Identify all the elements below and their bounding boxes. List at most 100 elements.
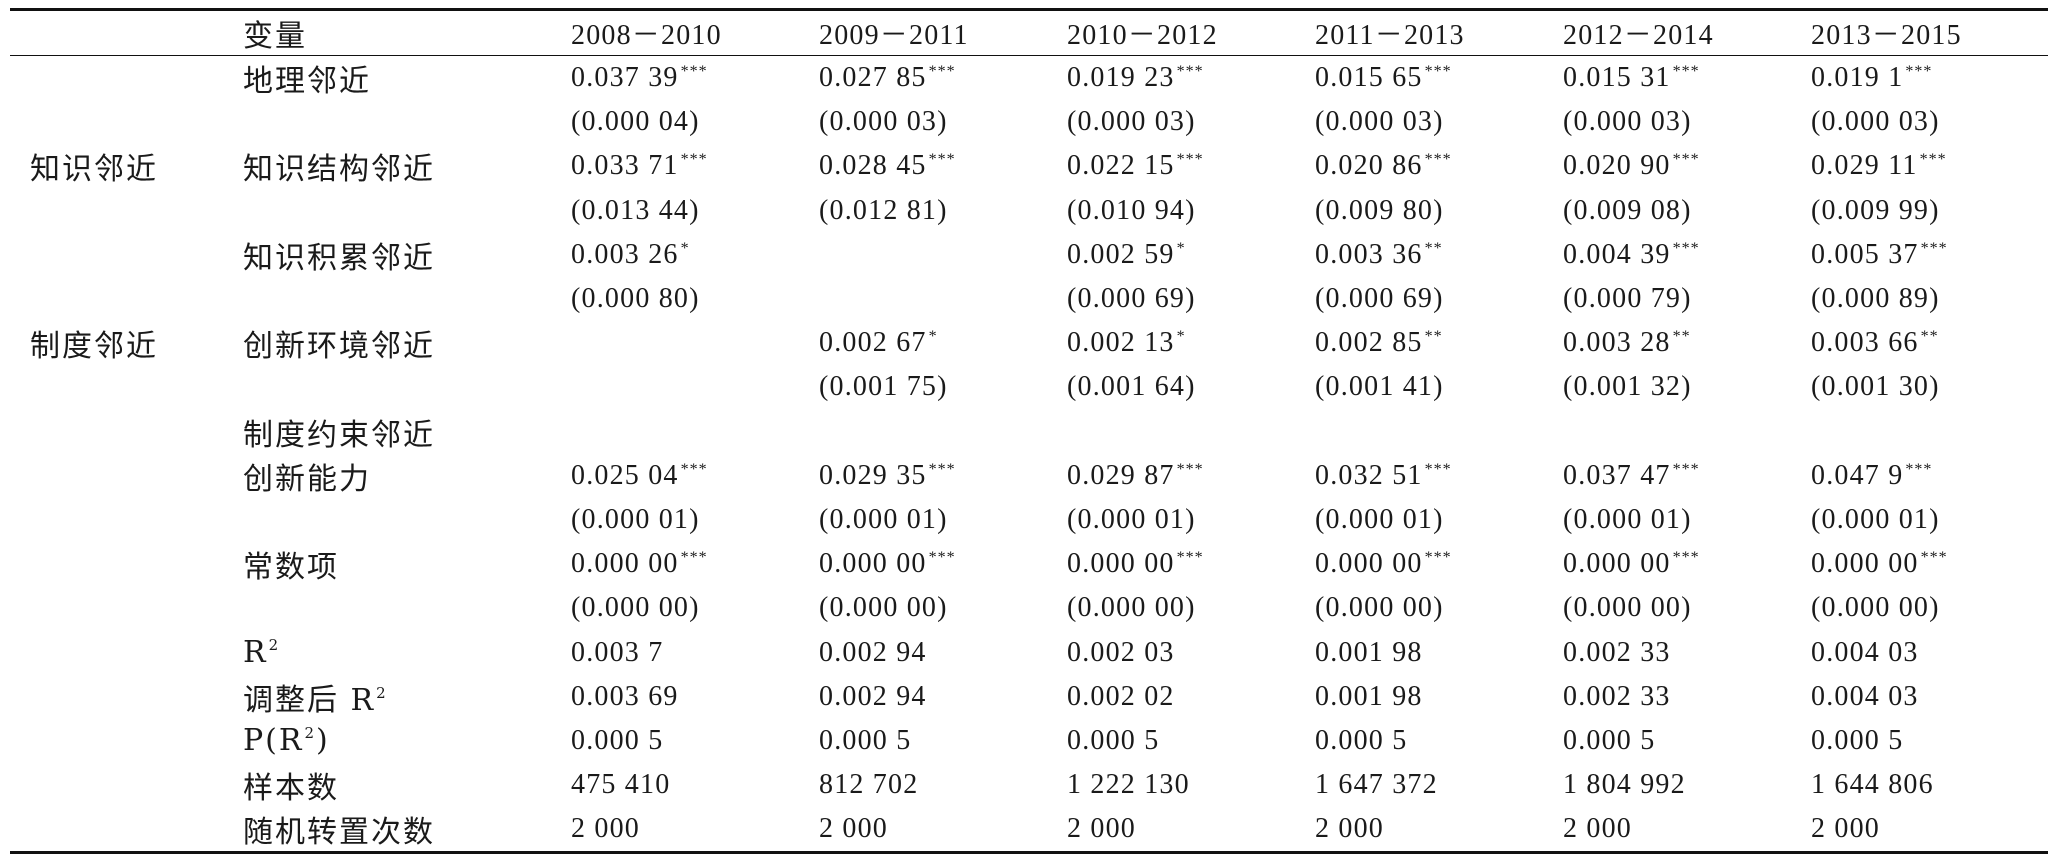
- standard-error-cell: (0.000 69): [1315, 277, 1563, 321]
- table-row: 知识积累邻近 0.003 26 * 0.002 59 * 0.003 36 ** 0.004 …: [10, 233, 2048, 277]
- cell-value: (0.000 00): [1811, 592, 1940, 624]
- table-row: 地理邻近 0.037 39 *** 0.027 85 *** 0.019 23 *** 0.0…: [10, 56, 2048, 101]
- cell-value: 0.029 87: [1067, 459, 1175, 491]
- significance-stars: *: [1176, 328, 1186, 346]
- cell-value: (0.000 69): [1067, 283, 1196, 315]
- cell-value: 0.037 47: [1563, 459, 1671, 491]
- header-group-blank: [10, 10, 243, 56]
- significance-stars: *: [680, 239, 690, 257]
- significance-stars: ***: [1176, 549, 1204, 567]
- cell-value: (0.000 03): [1067, 106, 1196, 138]
- coefficient-cell: 0.033 71 ***: [571, 144, 819, 188]
- coefficient-cell: 0.002 59 *: [1067, 233, 1315, 277]
- standard-error-cell: (0.000 01): [571, 498, 819, 542]
- coefficient-cell: 0.019 23 ***: [1067, 56, 1315, 101]
- stat-value-cell: 0.004 03: [1811, 680, 1919, 712]
- row-variable-label: [243, 365, 571, 409]
- row-group-label: 知识邻近: [30, 152, 158, 188]
- stat-value-cell: 2 000: [819, 813, 888, 845]
- cell-value: (0.001 41): [1315, 371, 1444, 403]
- coefficient-cell: [571, 410, 819, 454]
- significance-stars: ***: [1424, 549, 1452, 567]
- cell-value: (0.000 79): [1563, 283, 1692, 315]
- cell-value: (0.000 01): [1811, 503, 1940, 535]
- cell-value: 0.032 51: [1315, 459, 1423, 491]
- coefficient-cell: 0.002 67 *: [819, 321, 1067, 365]
- significance-stars: ***: [1919, 151, 1947, 169]
- table-header: 变量 2008－2010 2009－2011 2010－2012 2011－20…: [10, 9, 2048, 56]
- header-row: 变量 2008－2010 2009－2011 2010－2012 2011－20…: [10, 9, 2048, 56]
- stat-label: 调整后 R2: [243, 675, 571, 719]
- significance-stars: ***: [1672, 151, 1700, 169]
- cell-value: 0.003 36: [1315, 238, 1423, 270]
- coefficient-cell: 0.037 39 ***: [571, 56, 819, 101]
- coefficient-cell: 0.029 87 ***: [1067, 454, 1315, 498]
- cell-value: 0.019 1: [1811, 62, 1904, 94]
- cell-value: (0.000 01): [819, 503, 948, 535]
- regression-table-container: 变量 2008－2010 2009－2011 2010－2012 2011－20…: [10, 8, 2048, 854]
- cell-value: 0.003 26: [571, 238, 679, 270]
- standard-error-cell: (0.000 01): [1067, 498, 1315, 542]
- stat-value-cell: 1 804 992: [1563, 769, 1686, 801]
- stat-value-cell: 0.003 7: [571, 636, 664, 668]
- header-year-2: 2009－2011: [819, 20, 969, 51]
- stat-label-superscript: 2: [268, 636, 281, 655]
- coefficient-cell: 0.003 36 **: [1315, 233, 1563, 277]
- significance-stars: ***: [1176, 151, 1204, 169]
- cell-value: (0.000 69): [1315, 283, 1444, 315]
- row-group-label: [10, 630, 243, 674]
- standard-error-cell: (0.000 00): [1563, 586, 1811, 630]
- cell-value: (0.012 81): [819, 194, 948, 226]
- row-variable-label: [243, 100, 571, 144]
- coefficient-cell: [819, 233, 1067, 277]
- row-variable-label: 常数项: [243, 550, 339, 586]
- coefficient-cell: 0.022 15 ***: [1067, 144, 1315, 188]
- cell-value: (0.000 00): [1067, 592, 1196, 624]
- cell-value: (0.000 01): [1067, 503, 1196, 535]
- coefficient-cell: 0.000 00 ***: [1563, 542, 1811, 586]
- cell-value: 0.000 00: [819, 548, 927, 580]
- cell-value: 0.028 45: [819, 150, 927, 182]
- standard-error-cell: (0.000 79): [1563, 277, 1811, 321]
- stat-value-cell: 0.000 5: [1811, 724, 1904, 756]
- row-variable-label: [243, 586, 571, 630]
- cell-value: (0.001 64): [1067, 371, 1196, 403]
- stat-label-text: 样本数: [243, 771, 339, 807]
- stat-value-cell: 0.000 5: [819, 724, 912, 756]
- standard-error-cell: (0.001 75): [819, 365, 1067, 409]
- cell-value: 0.019 23: [1067, 62, 1175, 94]
- stat-label-text: 调整后 R: [243, 682, 376, 718]
- stat-value-cell: 0.000 5: [1315, 724, 1408, 756]
- cell-value: (0.000 03): [1563, 106, 1692, 138]
- cell-value: (0.000 03): [1315, 106, 1444, 138]
- table-row: 制度约束邻近: [10, 410, 2048, 454]
- stat-value-cell: 0.004 03: [1811, 636, 1919, 668]
- standard-error-cell: (0.000 01): [1563, 498, 1811, 542]
- row-group-label: [10, 365, 243, 409]
- row-group-label: [10, 763, 243, 807]
- coefficient-cell: 0.028 45 ***: [819, 144, 1067, 188]
- standard-error-cell: (0.012 81): [819, 189, 1067, 233]
- stat-value-cell: 0.002 94: [819, 636, 927, 668]
- stat-label-suffix: ): [316, 723, 330, 759]
- cell-value: 0.029 35: [819, 459, 927, 491]
- cell-value: (0.000 03): [1811, 106, 1940, 138]
- cell-value: (0.000 00): [1563, 592, 1692, 624]
- significance-stars: ***: [928, 63, 956, 81]
- significance-stars: ***: [1424, 63, 1452, 81]
- standard-error-cell: [819, 277, 1067, 321]
- stats-row: 样本数 475 410 812 702 1 222 130 1 647 372 1 804…: [10, 763, 2048, 807]
- stat-value-cell: 1 222 130: [1067, 769, 1190, 801]
- standard-error-cell: (0.001 41): [1315, 365, 1563, 409]
- coefficient-cell: 0.002 85 **: [1315, 321, 1563, 365]
- significance-stars: ***: [928, 460, 956, 478]
- stat-label: 样本数: [243, 763, 571, 807]
- standard-error-cell: (0.001 32): [1563, 365, 1811, 409]
- stat-value-cell: 0.000 5: [1563, 724, 1656, 756]
- cell-value: (0.010 94): [1067, 194, 1196, 226]
- significance-stars: ***: [928, 549, 956, 567]
- significance-stars: ***: [1905, 460, 1933, 478]
- standard-error-cell: (0.009 80): [1315, 189, 1563, 233]
- stat-value-cell: 2 000: [1563, 813, 1632, 845]
- stat-value-cell: 0.000 5: [1067, 724, 1160, 756]
